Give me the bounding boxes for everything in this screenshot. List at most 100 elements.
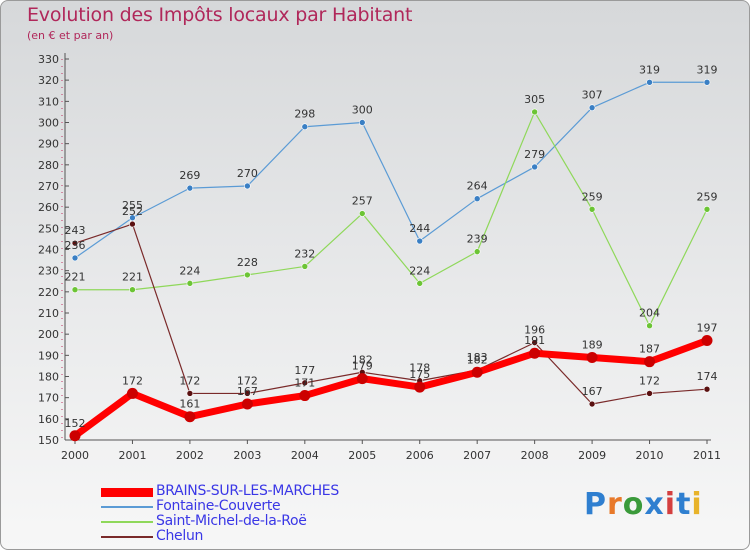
- legend-swatch-chelun: [101, 536, 153, 538]
- data-point-saint-michel-de-la-ro: [646, 322, 653, 330]
- data-point-fontaine-couverte: [186, 184, 194, 192]
- legend-swatch-saint-michel: [101, 521, 153, 523]
- logo-letter: i: [664, 487, 677, 522]
- x-tick-label: 2001: [118, 449, 146, 462]
- proxiti-logo: Proxiti: [584, 487, 703, 522]
- data-point-saint-michel-de-la-ro: [358, 210, 366, 217]
- data-point-brains-sur-les-marches: [299, 390, 311, 402]
- data-point-saint-michel-de-la-ro: [129, 286, 136, 294]
- x-tick-label: 2006: [406, 449, 434, 462]
- data-point-brains-sur-les-marches: [471, 366, 483, 378]
- data-label-fontaine-couverte: 270: [237, 167, 258, 180]
- data-label-chelun: 243: [65, 224, 86, 237]
- data-label-chelun: 182: [352, 353, 373, 366]
- data-point-fontaine-couverte: [71, 254, 79, 262]
- data-label-fontaine-couverte: 300: [352, 104, 373, 117]
- data-point-brains-sur-les-marches: [126, 387, 138, 399]
- x-tick-label: 2011: [693, 449, 721, 462]
- legend-label-saint-michel: Saint-Michel-de-la-Roë: [156, 513, 307, 529]
- data-point-saint-michel-de-la-ro: [416, 280, 424, 287]
- y-tick-label: 170: [38, 392, 59, 405]
- data-label-fontaine-couverte: 307: [582, 89, 603, 102]
- x-tick-label: 2002: [176, 449, 204, 462]
- data-label-saint-michel-de-la-ro: 259: [582, 190, 603, 203]
- data-point-brains-sur-les-marches: [241, 398, 253, 410]
- data-point-brains-sur-les-marches: [644, 356, 656, 368]
- y-tick-label: 250: [38, 222, 59, 235]
- data-label-brains-sur-les-marches: 175: [409, 368, 430, 381]
- logo-letter: i: [691, 487, 703, 522]
- data-point-saint-michel-de-la-ro: [588, 205, 596, 213]
- data-label-chelun: 196: [524, 324, 545, 337]
- legend-label-fontaine-couverte: Fontaine-Couverte: [156, 498, 281, 514]
- data-label-chelun: 177: [294, 364, 315, 377]
- data-point-chelun: [301, 379, 309, 387]
- data-point-chelun: [71, 239, 79, 247]
- legend-item-saint-michel[interactable]: Saint-Michel-de-la-Roë: [101, 513, 401, 529]
- data-label-saint-michel-de-la-ro: 305: [524, 93, 545, 106]
- data-label-saint-michel-de-la-ro: 204: [639, 307, 660, 320]
- data-label-brains-sur-les-marches: 171: [294, 377, 315, 390]
- data-label-fontaine-couverte: 244: [409, 222, 430, 235]
- x-tick-label: 2004: [291, 449, 319, 462]
- data-label-fontaine-couverte: 279: [524, 148, 545, 161]
- x-tick-label: 2007: [463, 449, 491, 462]
- y-tick-label: 320: [38, 74, 59, 87]
- data-point-brains-sur-les-marches: [529, 347, 541, 359]
- y-tick-label: 260: [38, 201, 59, 214]
- y-tick-label: 330: [38, 53, 59, 66]
- x-tick-label: 2003: [233, 449, 261, 462]
- data-label-chelun: 167: [582, 385, 603, 398]
- logo-letter: t: [676, 487, 692, 522]
- data-label-saint-michel-de-la-ro: 259: [697, 190, 718, 203]
- data-label-brains-sur-les-marches: 191: [524, 334, 545, 347]
- y-tick-label: 270: [38, 180, 59, 193]
- logo-letter: r: [607, 487, 623, 522]
- data-point-brains-sur-les-marches: [69, 430, 81, 442]
- data-point-saint-michel-de-la-ro: [244, 271, 251, 279]
- data-label-saint-michel-de-la-ro: 232: [294, 247, 315, 260]
- series-line-fontaine-couverte: [74, 81, 708, 259]
- series-line-brains-sur-les-marches: [71, 337, 711, 440]
- data-label-saint-michel-de-la-ro: 224: [179, 264, 200, 277]
- y-tick-label: 220: [38, 286, 59, 299]
- data-point-chelun: [244, 390, 251, 397]
- data-label-brains-sur-les-marches: 161: [179, 398, 200, 411]
- data-point-chelun: [703, 385, 711, 393]
- data-point-saint-michel-de-la-ro: [186, 280, 194, 287]
- x-tick-label: 2010: [636, 449, 664, 462]
- x-tick-label: 2000: [61, 449, 89, 462]
- data-point-chelun: [646, 390, 653, 397]
- data-point-chelun: [531, 339, 538, 346]
- y-tick-label: 190: [38, 349, 59, 362]
- data-label-fontaine-couverte: 269: [179, 169, 200, 182]
- data-label-chelun: 172: [237, 374, 258, 387]
- data-label-fontaine-couverte: 319: [697, 63, 718, 76]
- data-point-brains-sur-les-marches: [184, 411, 196, 423]
- y-tick-label: 300: [38, 117, 59, 130]
- legend-item-chelun[interactable]: Chelun: [101, 528, 401, 544]
- data-point-saint-michel-de-la-ro: [71, 286, 79, 294]
- data-label-saint-michel-de-la-ro: 221: [122, 271, 143, 284]
- data-point-fontaine-couverte: [129, 214, 136, 222]
- data-point-fontaine-couverte: [358, 119, 366, 126]
- data-point-fontaine-couverte: [301, 123, 309, 131]
- data-label-chelun: 178: [409, 362, 430, 375]
- legend-item-fontaine-couverte[interactable]: Fontaine-Couverte: [101, 498, 401, 514]
- legend-item-brains[interactable]: BRAINS-SUR-LES-MARCHES: [101, 483, 401, 499]
- data-label-brains-sur-les-marches: 167: [237, 385, 258, 398]
- data-point-brains-sur-les-marches: [414, 381, 426, 393]
- data-point-chelun: [129, 220, 136, 228]
- data-label-saint-michel-de-la-ro: 239: [467, 233, 488, 246]
- data-label-saint-michel-de-la-ro: 228: [237, 256, 258, 269]
- data-point-fontaine-couverte: [244, 182, 251, 190]
- legend-label-chelun: Chelun: [156, 528, 204, 544]
- data-label-fontaine-couverte: 298: [294, 108, 315, 121]
- x-tick-label: 2005: [348, 449, 376, 462]
- data-label-brains-sur-les-marches: 189: [582, 338, 603, 351]
- data-label-chelun: 172: [639, 374, 660, 387]
- y-tick-label: 230: [38, 265, 59, 278]
- chart-legend: BRAINS-SUR-LES-MARCHES Fontaine-Couverte…: [101, 483, 401, 544]
- data-point-fontaine-couverte: [588, 104, 596, 111]
